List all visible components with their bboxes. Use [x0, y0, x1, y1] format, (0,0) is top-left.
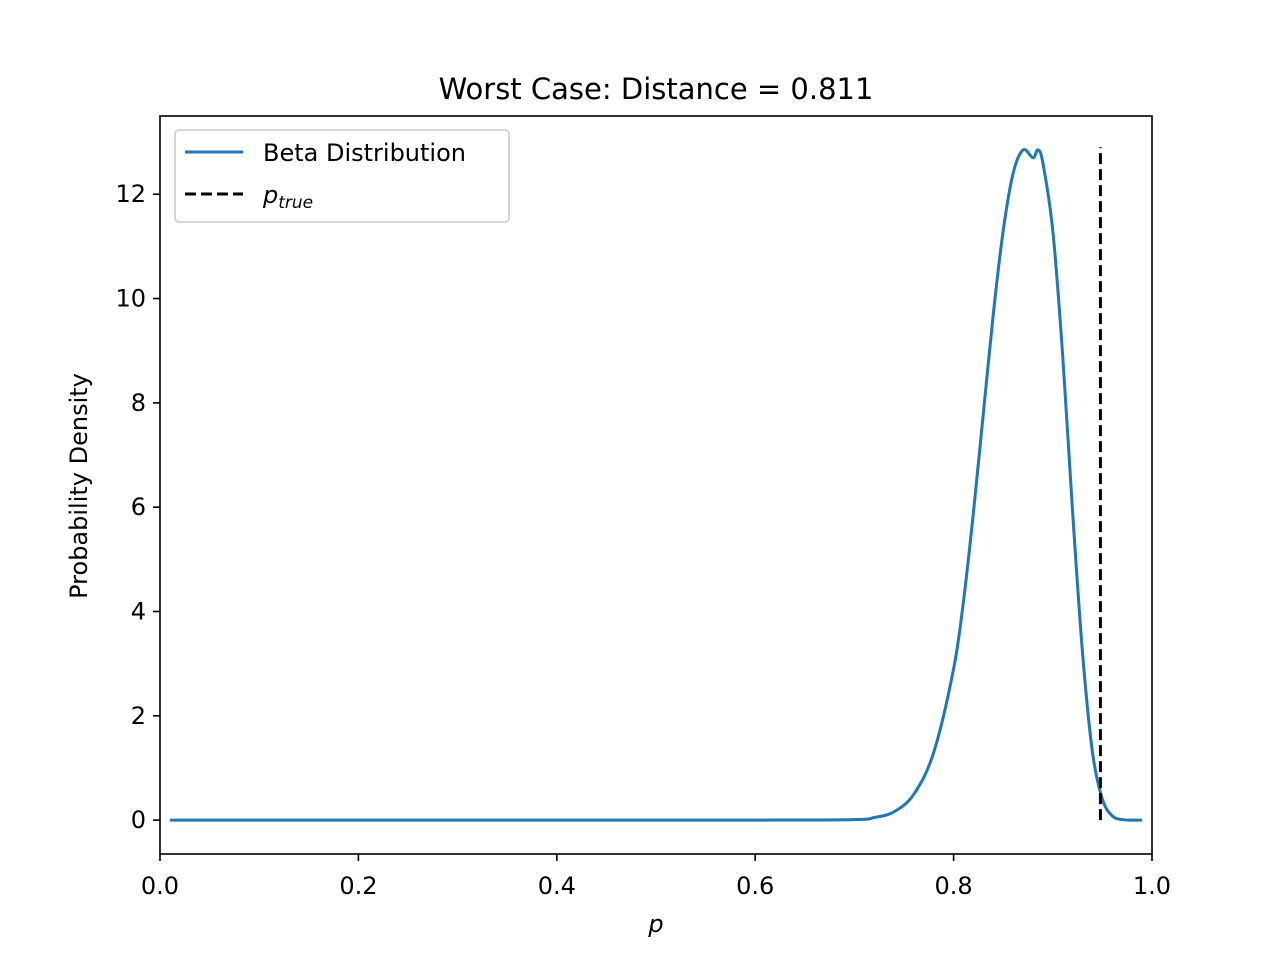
legend-label-ptrue: ptrue	[262, 181, 313, 213]
x-axis-label: p	[647, 910, 663, 938]
y-tick-label: 4	[131, 597, 146, 625]
x-tick-label: 0.6	[736, 872, 774, 900]
legend: Beta Distribution ptrue	[174, 129, 510, 223]
y-tick-label: 8	[131, 389, 146, 417]
beta-distribution-line	[169, 147, 1143, 822]
y-axis-label-group: Probability Density	[65, 373, 93, 599]
legend-label-beta: Beta Distribution	[263, 139, 466, 167]
y-tick-label: 6	[131, 493, 146, 521]
y-tick-label: 0	[131, 806, 146, 834]
x-tick-label: 0.0	[141, 872, 179, 900]
legend-label-ptrue-main: p	[262, 181, 278, 209]
y-tick-label: 12	[115, 180, 146, 208]
chart-title: Worst Case: Distance = 0.811	[439, 72, 874, 106]
y-tick-label: 10	[115, 285, 146, 313]
x-ticks: 0.0 0.2 0.4 0.6 0.8 1.0	[141, 854, 1171, 900]
plot-frame	[159, 115, 1153, 855]
x-tick-label: 0.2	[339, 872, 377, 900]
legend-box	[174, 129, 510, 223]
x-tick-label: 0.8	[935, 872, 973, 900]
y-axis-label: Probability Density	[65, 373, 93, 599]
x-tick-label: 0.4	[538, 872, 576, 900]
x-tick-label: 1.0	[1133, 872, 1171, 900]
y-ticks: 0 2 4 6 8 10 12	[115, 180, 160, 834]
y-tick-label: 2	[131, 702, 146, 730]
plot-lines	[169, 147, 1143, 822]
legend-label-ptrue-sub: true	[278, 193, 313, 213]
